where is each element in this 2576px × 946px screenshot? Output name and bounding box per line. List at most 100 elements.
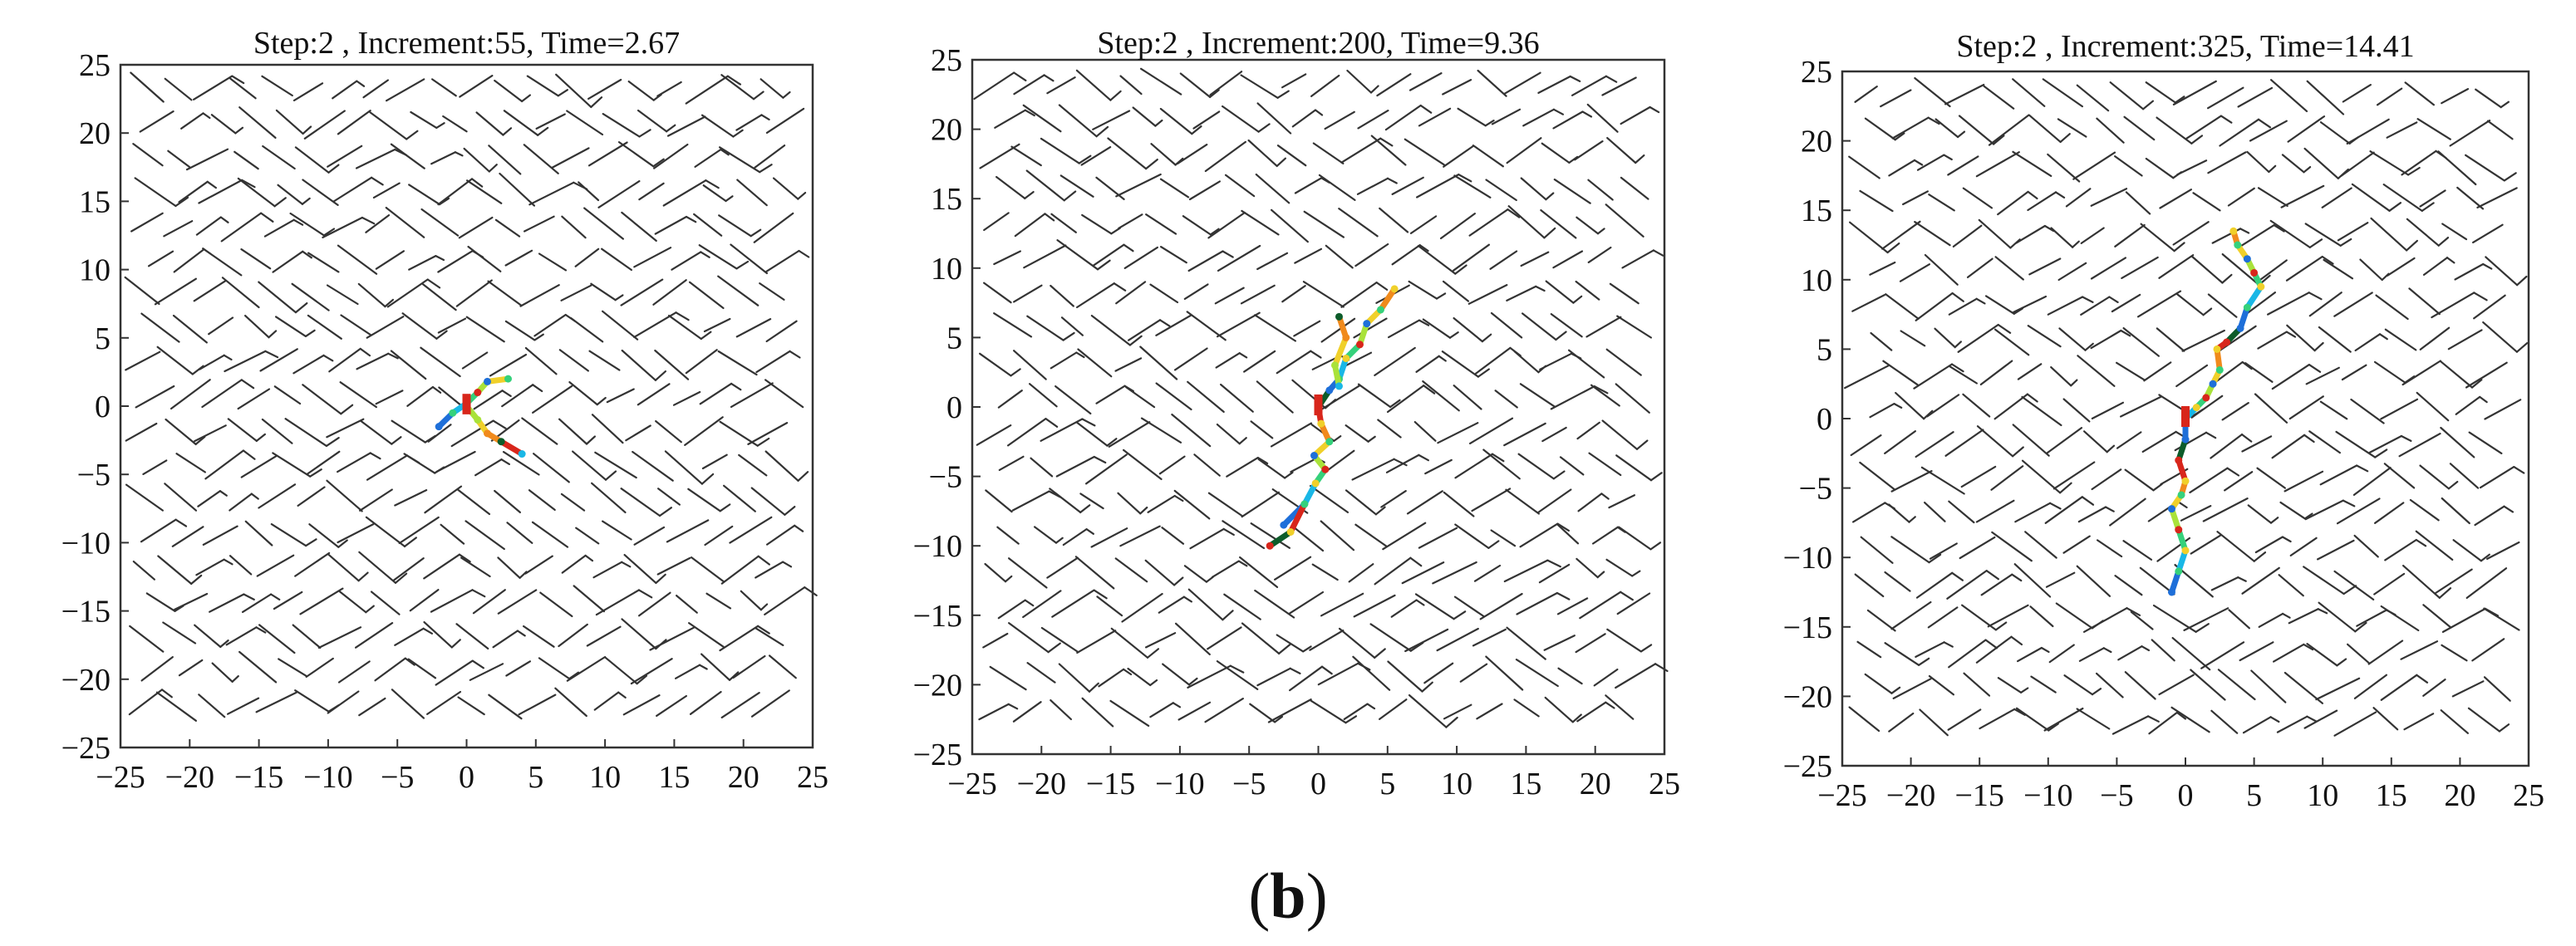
fracture-segment xyxy=(209,593,245,613)
fracture-segment xyxy=(1521,312,1557,341)
fracture-segment xyxy=(638,182,665,201)
fracture-segment xyxy=(1379,207,1409,233)
fracture-segment xyxy=(2282,612,2291,619)
fracture-segment xyxy=(1281,285,1306,303)
fracture-segment xyxy=(1848,155,1880,179)
fracture-segment xyxy=(1552,110,1584,130)
fracture-segment xyxy=(1515,658,1559,688)
fracture-segment xyxy=(584,554,594,562)
fracture-segment xyxy=(2028,114,2062,143)
fracture-segment xyxy=(1043,74,1054,82)
fracture-segment xyxy=(621,561,632,568)
fracture-segment xyxy=(2372,707,2399,731)
fracture-segment xyxy=(1571,75,1608,96)
fracture-segment xyxy=(2415,538,2427,547)
fracture-segment xyxy=(1507,205,1546,239)
fracture-segment xyxy=(2013,708,2026,716)
fracture-segment xyxy=(1928,674,1954,696)
fracture-segment xyxy=(1605,701,1615,709)
fracture-segment xyxy=(2043,224,2055,233)
x-tick-label: −20 xyxy=(165,760,214,795)
fracture-segment xyxy=(302,125,312,135)
fracture-segment xyxy=(750,689,790,718)
fracture-segment xyxy=(2200,641,2245,669)
fracture-segment xyxy=(1079,504,1091,514)
fracture-segment xyxy=(2044,496,2083,524)
fracture-segment xyxy=(1356,177,1389,195)
fracture-segment xyxy=(1353,594,1396,618)
fracture-segment xyxy=(2434,568,2473,595)
fracture-segment xyxy=(125,483,164,512)
x-tick-label: 25 xyxy=(797,760,828,795)
fracture-segment xyxy=(1250,420,1274,439)
fracture-segment xyxy=(1311,563,1339,581)
crack-point xyxy=(1376,306,1384,314)
fracture-segment xyxy=(1144,159,1158,170)
fracture-segment xyxy=(622,694,661,716)
y-tick-label: 15 xyxy=(1801,194,1832,228)
fracture-segment xyxy=(237,388,271,410)
fracture-segment xyxy=(1852,502,1886,523)
fracture-segment xyxy=(2063,674,2094,696)
x-tick-label: −20 xyxy=(1886,778,1935,813)
fracture-segment xyxy=(263,218,295,238)
fracture-segment xyxy=(1115,281,1147,305)
fracture-segment xyxy=(438,197,450,206)
fracture-segment xyxy=(996,526,1020,545)
fracture-segment xyxy=(1543,635,1576,651)
fracture-segment xyxy=(765,524,796,546)
fracture-segment xyxy=(1247,139,1278,167)
fracture-segment xyxy=(1556,522,1571,532)
fracture-segment xyxy=(2485,256,2519,287)
fracture-segment xyxy=(1090,527,1128,548)
fracture-segment xyxy=(594,451,637,479)
fracture-network xyxy=(1844,76,2529,737)
x-tick-label: −10 xyxy=(2023,778,2072,813)
figure-caption: (b) xyxy=(1248,860,1327,932)
fracture-segment xyxy=(1144,559,1176,586)
fracture-segment xyxy=(1033,526,1058,544)
fracture-segment xyxy=(1317,662,1359,686)
crack-point xyxy=(1266,542,1274,550)
fracture-segment xyxy=(360,419,393,445)
fracture-segment xyxy=(1177,701,1212,721)
fracture-segment xyxy=(1590,384,1620,407)
fracture-segment xyxy=(1948,639,1987,669)
fracture-segment xyxy=(2116,361,2146,381)
fracture-segment xyxy=(1593,668,1619,687)
fracture-segment xyxy=(759,282,785,301)
fracture-segment xyxy=(1370,135,1407,166)
fracture-segment xyxy=(197,490,221,507)
fracture-segment xyxy=(2367,640,2404,665)
fracture-segment xyxy=(2076,708,2111,730)
fracture-segment xyxy=(617,141,655,168)
fracture-segment xyxy=(1649,472,1663,482)
fracture-segment xyxy=(291,282,330,311)
fracture-segment xyxy=(1378,698,1408,721)
fracture-segment xyxy=(1927,116,1940,125)
fracture-segment xyxy=(1408,694,1448,728)
fracture-segment xyxy=(406,130,419,140)
fracture-segment xyxy=(370,591,401,615)
fracture-segment xyxy=(1209,71,1243,96)
fracture-segment xyxy=(1453,174,1492,199)
fracture-segment xyxy=(719,503,731,512)
fracture-segment xyxy=(1620,105,1651,125)
fracture-segment xyxy=(2339,238,2352,247)
fracture-segment xyxy=(461,351,489,370)
fracture-segment xyxy=(1423,385,1436,395)
fracture-segment xyxy=(1122,448,1163,481)
fracture-segment xyxy=(1183,283,1209,300)
fracture-segment xyxy=(240,248,272,270)
fracture-segment xyxy=(1994,256,2024,281)
fracture-segment xyxy=(1318,174,1356,201)
fracture-segment xyxy=(1491,453,1505,463)
fracture-segment xyxy=(528,489,556,512)
fracture-segment xyxy=(1631,570,1641,577)
fracture-segment xyxy=(386,278,429,308)
fracture-segment xyxy=(1117,492,1142,515)
fracture-segment xyxy=(2207,151,2247,174)
fracture-segment xyxy=(2257,118,2272,129)
fracture-segment xyxy=(2156,116,2193,145)
fracture-segment xyxy=(201,379,243,409)
